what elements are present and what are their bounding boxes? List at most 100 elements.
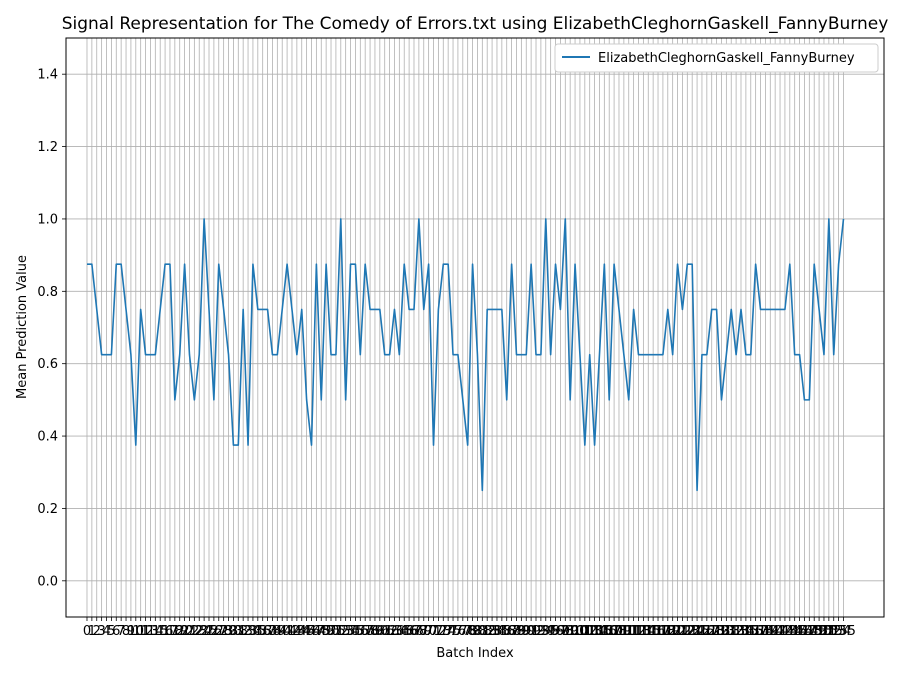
x-tick-label: 112 (621, 624, 646, 639)
x-tick-label: 133 (724, 624, 749, 639)
x-tick-label: 100 (563, 624, 588, 639)
x-tick-label: 50 (323, 624, 340, 639)
x-tick-label: 66 (401, 624, 418, 639)
x-tick-label: 116 (641, 624, 666, 639)
x-tick-label: 119 (655, 624, 680, 639)
y-tick-label: 1.0 (37, 212, 58, 227)
x-tick-label: 155 (831, 624, 856, 639)
x-tick-label: 72 (430, 624, 447, 639)
x-tick-label: 103 (577, 624, 602, 639)
x-tick-label: 136 (738, 624, 763, 639)
x-axis-label: Batch Index (436, 646, 514, 661)
x-tick-label: 34 (245, 624, 262, 639)
x-tick-label: 56 (352, 624, 369, 639)
x-tick-label: 11 (132, 624, 149, 639)
x-tick-label: 84 (489, 624, 506, 639)
x-tick-label: 58 (362, 624, 379, 639)
x-tick-label: 130 (709, 624, 734, 639)
x-tick-label: 94 (537, 624, 554, 639)
x-tick-label: 141 (763, 624, 788, 639)
x-tick-label: 38 (264, 624, 281, 639)
x-tick-label: 46 (303, 624, 320, 639)
y-gridlines (66, 73, 884, 582)
x-tick-label: 10 (128, 624, 145, 639)
x-tick-label: 31 (230, 624, 247, 639)
x-tick-label: 8 (122, 624, 130, 639)
x-tick-label: 127 (694, 624, 719, 639)
x-tick-label: 32 (235, 624, 252, 639)
x-tick-label: 20 (176, 624, 193, 639)
x-tick-label: 35 (250, 624, 267, 639)
x-tick-label: 87 (503, 624, 520, 639)
x-tick-label: 28 (215, 624, 232, 639)
x-tick-label: 67 (406, 624, 423, 639)
x-tick-label: 15 (152, 624, 169, 639)
x-tick-label: 5 (107, 624, 115, 639)
x-tick-label: 129 (704, 624, 729, 639)
x-tick-label: 117 (646, 624, 671, 639)
x-tick-label: 137 (743, 624, 768, 639)
legend: ElizabethCleghornGaskell_FannyBurney (554, 43, 879, 73)
x-tick-label: 41 (279, 624, 296, 639)
x-tick-label: 39 (269, 624, 286, 639)
x-tick-label: 78 (459, 624, 476, 639)
y-tick-label: 0.2 (37, 502, 58, 517)
x-tick-label: 142 (768, 624, 793, 639)
x-tick-label: 36 (254, 624, 271, 639)
x-tick-label: 152 (816, 624, 841, 639)
x-tick-label: 22 (186, 624, 203, 639)
x-tick-label: 29 (220, 624, 237, 639)
x-tick-label: 51 (328, 624, 345, 639)
y-tick-label: 0.4 (37, 430, 58, 445)
x-tick-label: 96 (547, 624, 564, 639)
x-tick-label: 49 (318, 624, 335, 639)
y-ticks: 0.0 0.2 0.4 0.6 0.8 1.0 1.2 1.4 (37, 68, 66, 589)
series-line (86, 218, 845, 492)
x-tick-label: 26 (206, 624, 223, 639)
x-tick-label: 14 (147, 624, 164, 639)
x-tick-label: 128 (699, 624, 724, 639)
x-tick-label: 122 (670, 624, 695, 639)
x-tick-label: 12 (137, 624, 154, 639)
x-tick-label: 83 (484, 624, 501, 639)
legend-box (554, 43, 879, 73)
y-axis-label: Mean Prediction Value (15, 255, 30, 399)
series-layer (86, 218, 845, 492)
x-tick-label: 61 (376, 624, 393, 639)
x-tick-label: 89 (513, 624, 530, 639)
x-tick-label: 80 (469, 624, 486, 639)
x-tick-label: 90 (518, 624, 535, 639)
x-tick-label: 102 (572, 624, 597, 639)
x-tick-label: 42 (284, 624, 301, 639)
x-tick-label: 99 (562, 624, 579, 639)
x-tick-label: 91 (523, 624, 540, 639)
y-tick-label: 0.0 (37, 574, 58, 589)
x-tick-label: 154 (826, 624, 851, 639)
x-tick-label: 153 (821, 624, 846, 639)
x-tick-label: 115 (636, 624, 661, 639)
x-tick-label: 121 (665, 624, 690, 639)
x-tick-label: 37 (259, 624, 276, 639)
x-tick-label: 82 (479, 624, 496, 639)
x-tick-label: 75 (445, 624, 462, 639)
x-tick-label: 77 (455, 624, 472, 639)
x-tick-label: 138 (748, 624, 773, 639)
x-tick-label: 48 (313, 624, 330, 639)
x-tick-label: 98 (557, 624, 574, 639)
x-tick-label: 43 (289, 624, 306, 639)
x-tick-label: 25 (201, 624, 218, 639)
x-tick-label: 143 (773, 624, 798, 639)
x-tick-label: 7 (117, 624, 125, 639)
x-tick-label: 114 (631, 624, 656, 639)
x-tick-label: 109 (607, 624, 632, 639)
x-tick-label: 27 (210, 624, 227, 639)
x-tick-label: 139 (753, 624, 778, 639)
x-tick-label: 135 (733, 624, 758, 639)
x-tick-label: 92 (528, 624, 545, 639)
y-tick-label: 1.4 (37, 68, 58, 83)
x-tick-label: 144 (777, 624, 802, 639)
x-tick-label: 108 (602, 624, 627, 639)
x-tick-label: 33 (240, 624, 257, 639)
x-tick-label: 120 (660, 624, 685, 639)
